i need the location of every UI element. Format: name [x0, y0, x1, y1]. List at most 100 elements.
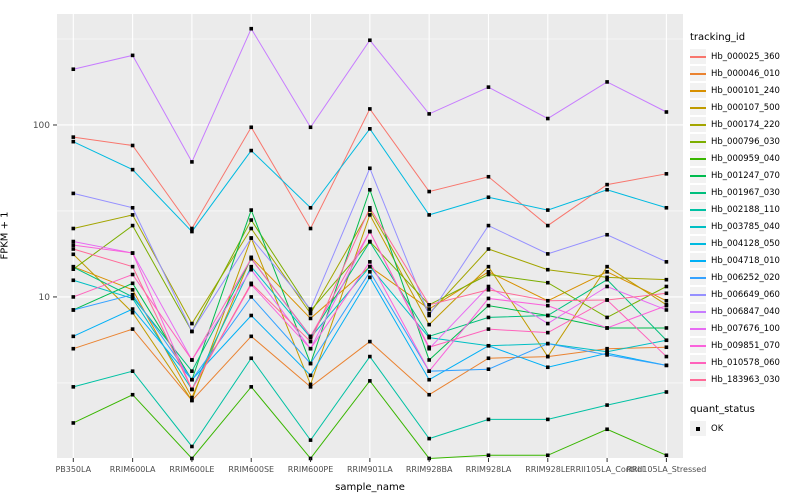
data-point: [71, 421, 76, 425]
data-point: [545, 330, 550, 335]
data-point: [427, 392, 431, 397]
legend-entry-Hb_000101_240: Hb_000101_240: [690, 82, 800, 99]
legend-key-swatch: [690, 151, 706, 166]
legend-entry-Hb_007676_100: Hb_007676_100: [690, 320, 800, 337]
data-point: [71, 139, 76, 144]
data-point: [249, 148, 254, 153]
legend-entry-Hb_004718_010: Hb_004718_010: [690, 252, 800, 269]
data-point: [190, 358, 194, 362]
data-point: [71, 308, 76, 312]
data-point: [486, 288, 491, 292]
legend-entry-label: Hb_004128_050: [711, 238, 780, 249]
data-point: [249, 26, 254, 31]
data-point: [427, 377, 431, 382]
data-point: [545, 298, 550, 303]
legend-quant-status: quant_status OK: [690, 404, 800, 437]
data-point: [605, 346, 609, 351]
data-point: [605, 264, 609, 269]
data-point: [486, 303, 491, 308]
legend-entry-Hb_004128_050: Hb_004128_050: [690, 235, 800, 252]
data-point: [486, 453, 491, 458]
legend-entry-Hb_003785_040: Hb_003785_040: [690, 218, 800, 235]
data-point: [308, 438, 313, 442]
legend-entry-label: Hb_007676_100: [711, 323, 780, 334]
data-point: [605, 270, 609, 274]
data-point: [71, 346, 76, 351]
data-point: [368, 229, 372, 234]
data-point: [664, 338, 669, 343]
data-point: [368, 270, 372, 274]
legend-key-swatch: [690, 100, 706, 115]
data-point: [71, 265, 76, 269]
data-point: [605, 277, 609, 282]
data-point: [249, 334, 254, 339]
legend-key-swatch: [690, 236, 706, 251]
legend-entry-Hb_009851_070: Hb_009851_070: [690, 337, 800, 354]
data-point: [71, 267, 76, 271]
data-point: [71, 191, 76, 196]
legend-key-swatch: [690, 321, 706, 336]
data-point: [130, 307, 135, 311]
data-point: [605, 232, 609, 237]
data-point: [308, 339, 313, 344]
data-point: [130, 272, 135, 277]
data-point: [190, 369, 194, 373]
legend-key-swatch: [690, 185, 706, 200]
x-tick-label: RRIM928LE: [525, 465, 570, 474]
data-point: [190, 229, 194, 234]
x-tick-label: RRIM600PE: [288, 465, 334, 474]
data-point: [368, 38, 372, 43]
legend-key-swatch: [690, 270, 706, 285]
data-point: [190, 395, 194, 400]
quant-status-entries: OK: [690, 420, 800, 437]
data-point: [130, 167, 135, 172]
data-point: [249, 218, 254, 222]
data-point: [486, 284, 491, 289]
data-point: [368, 208, 372, 212]
data-point: [486, 85, 491, 89]
data-point: [605, 275, 609, 280]
data-point: [130, 53, 135, 58]
data-point: [368, 205, 372, 210]
data-point: [308, 346, 313, 351]
data-point: [368, 264, 372, 269]
data-point: [71, 295, 76, 299]
data-point: [545, 354, 550, 359]
legend-entry-Hb_000107_500: Hb_000107_500: [690, 99, 800, 116]
data-point: [368, 107, 372, 111]
data-point: [71, 334, 76, 339]
data-point: [427, 322, 431, 327]
data-point: [545, 208, 550, 212]
x-tick-label: RRIM901LA: [347, 465, 393, 474]
data-point: [427, 112, 431, 116]
data-point: [190, 444, 194, 449]
legend-entry-label: Hb_006847_040: [711, 306, 780, 317]
data-point: [249, 208, 254, 212]
legend: tracking_id Hb_000025_360 Hb_000046_010 Hb…: [690, 32, 800, 437]
legend-key-swatch: [690, 66, 706, 81]
data-point: [427, 303, 431, 307]
data-point: [664, 308, 669, 312]
data-point: [368, 240, 372, 244]
data-point: [368, 379, 372, 383]
x-tick-label: RRII105LA_Control: [570, 465, 644, 474]
data-point: [427, 189, 431, 194]
data-point: [605, 284, 609, 289]
data-point: [368, 275, 372, 280]
data-point: [545, 417, 550, 422]
y-axis-title: FPKM + 1: [0, 211, 11, 260]
data-point: [130, 296, 135, 301]
data-point: [545, 116, 550, 121]
data-point: [249, 264, 254, 269]
data-point: [368, 260, 372, 264]
data-point: [71, 135, 76, 139]
data-point: [427, 358, 431, 362]
legend-entry-label: Hb_000101_240: [711, 85, 780, 96]
data-point: [605, 326, 609, 330]
legend-key-swatch: [690, 253, 706, 268]
data-point: [368, 166, 372, 171]
legend-entry-label: Hb_000107_500: [711, 102, 780, 113]
legend-entry-label: Hb_003785_040: [711, 221, 780, 232]
quant-status-label: OK: [711, 423, 724, 434]
